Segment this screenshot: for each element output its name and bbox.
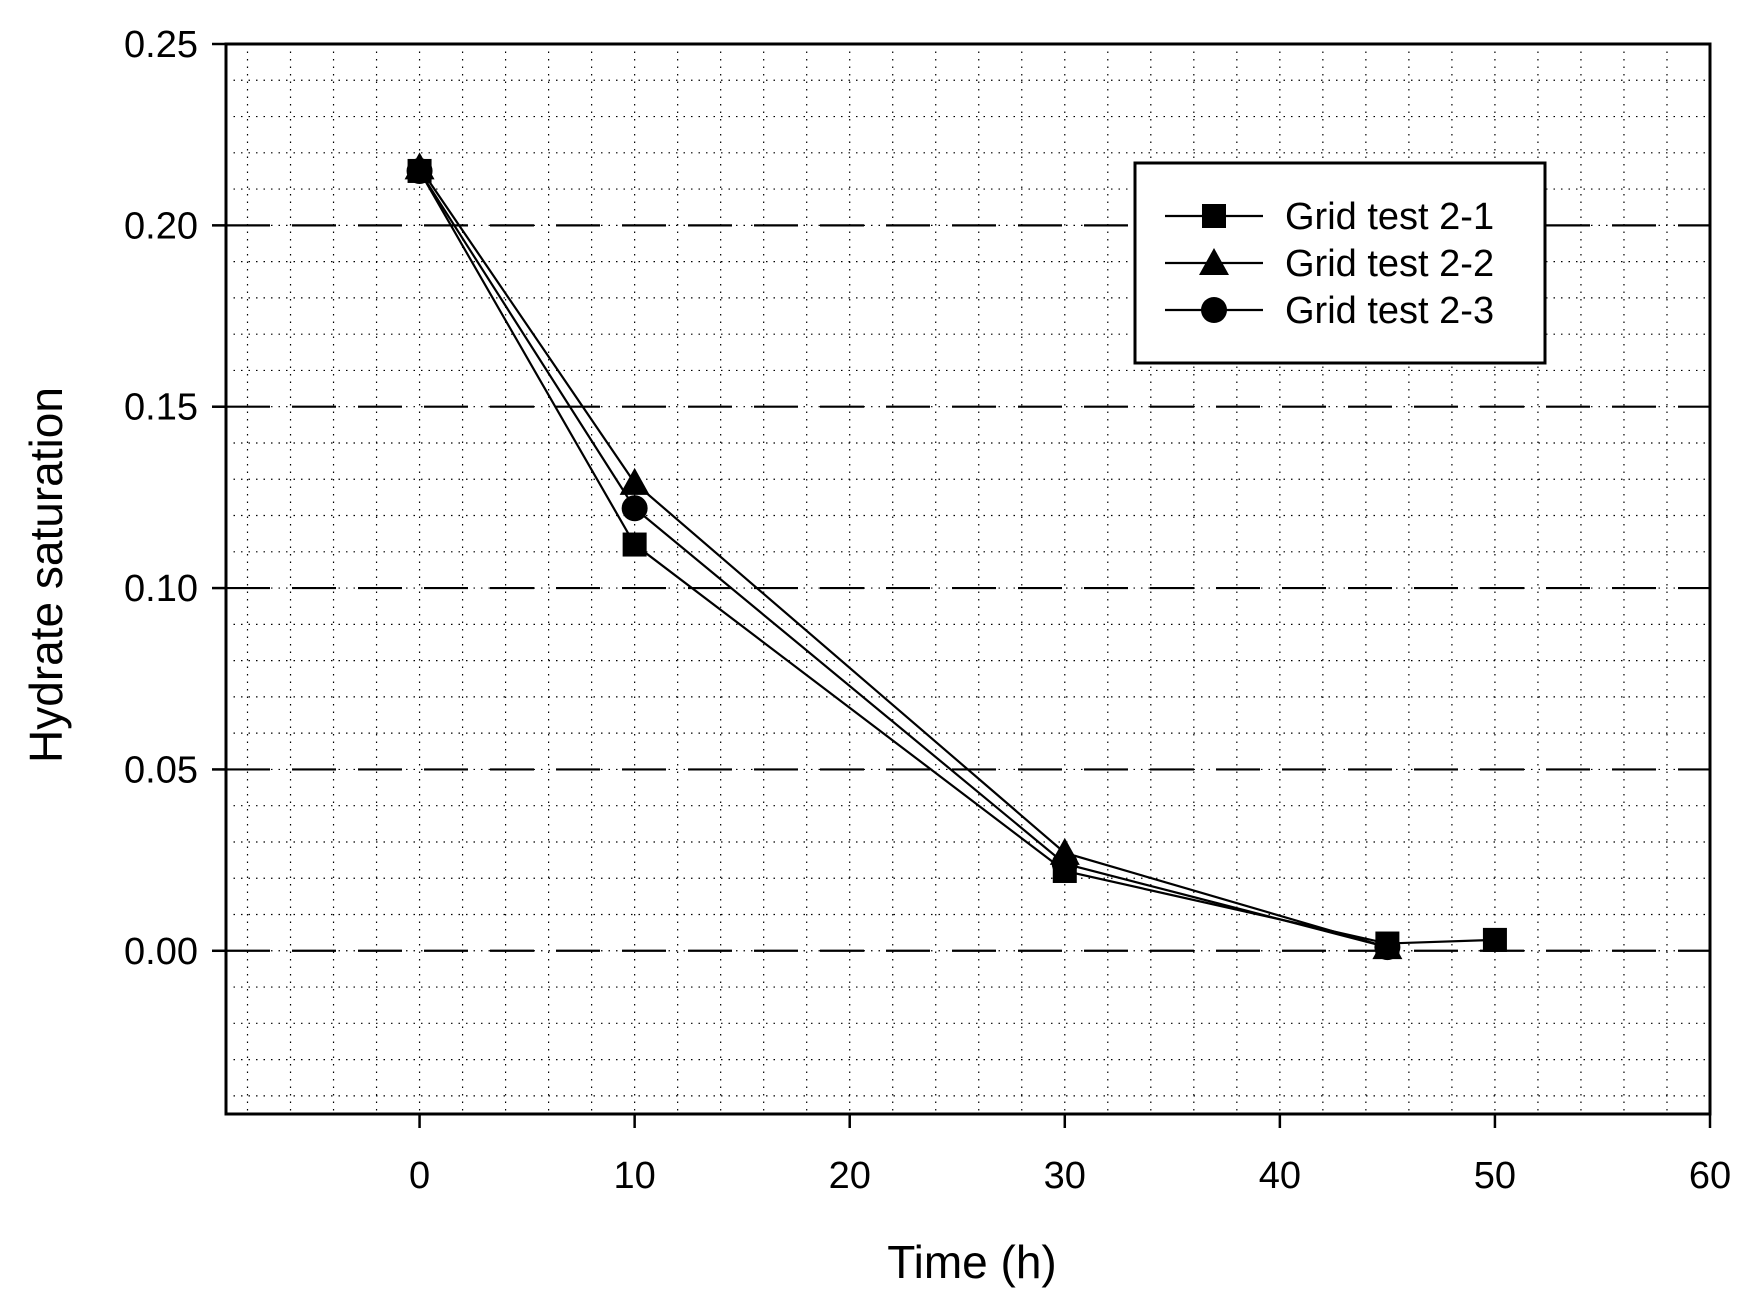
legend-label: Grid test 2-3	[1285, 290, 1494, 332]
x-tick-label: 40	[1259, 1155, 1301, 1197]
x-tick-label: 20	[829, 1155, 871, 1197]
series-line-triangle	[418, 166, 1388, 949]
y-tick-label: 0.20	[124, 205, 198, 247]
y-tick-label: 0.05	[124, 749, 198, 791]
legend-entry-grid-test-2-1: Grid test 2-1	[1165, 196, 1494, 238]
x-axis-title: Time (h)	[887, 1236, 1057, 1288]
x-tick-label: 10	[613, 1155, 655, 1197]
x-tick-label: 60	[1689, 1155, 1731, 1197]
x-tick-label: 30	[1044, 1155, 1086, 1197]
square-marker	[622, 532, 647, 557]
circle-marker	[621, 495, 648, 522]
series-line-circle	[418, 170, 1388, 949]
y-tick-label: 0.25	[124, 24, 198, 66]
y-tick-label: 0.00	[124, 931, 198, 973]
legend: Grid test 2-1 Grid test 2-2 Grid test 2-…	[1133, 161, 1547, 365]
plot-frame	[224, 42, 1712, 1116]
triangle-marker	[619, 467, 650, 495]
x-tick-label: 50	[1474, 1155, 1516, 1197]
axis-ticks: 0 10 20 30 40 50 60 0.00 0.05 0.10 0.15 0.20 0.25	[124, 24, 1731, 1197]
square-marker	[407, 158, 432, 183]
legend-entry-grid-test-2-2: Grid test 2-2	[1165, 243, 1494, 285]
square-marker	[1202, 204, 1226, 228]
y-axis-title: Hydrate saturation	[20, 387, 72, 763]
circle-marker	[1201, 297, 1227, 323]
legend-entry-grid-test-2-3: Grid test 2-3	[1165, 290, 1494, 332]
y-tick-label: 0.15	[124, 387, 198, 429]
y-tick-label: 0.10	[124, 568, 198, 610]
square-marker	[1482, 927, 1507, 952]
square-marker	[1375, 931, 1400, 956]
series-layer	[404, 152, 1507, 961]
x-tick-label: 0	[409, 1155, 430, 1197]
triangle-marker	[1199, 248, 1229, 275]
legend-label: Grid test 2-2	[1285, 243, 1494, 285]
legend-label: Grid test 2-1	[1285, 196, 1494, 238]
square-marker	[1052, 858, 1077, 883]
